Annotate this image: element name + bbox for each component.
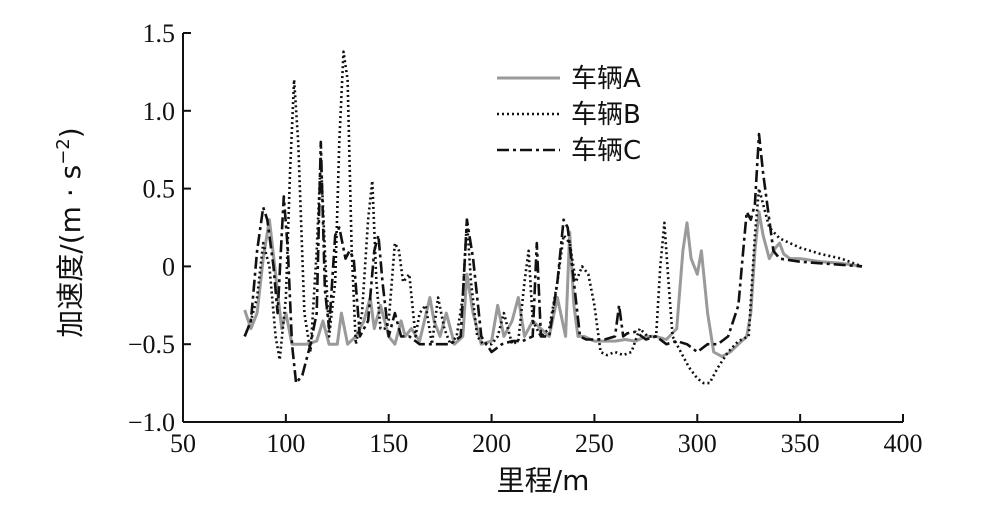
y-tick-label: 0.5 (143, 175, 176, 204)
x-tick-label: 150 (369, 429, 408, 458)
x-tick-label: 100 (266, 429, 305, 458)
legend-label-2: 车辆B (571, 100, 641, 130)
legend-label-1: 车辆A (571, 64, 641, 94)
x-tick-label: 400 (884, 429, 923, 458)
y-axis-title: 加速度/(m · s−2) (53, 127, 87, 337)
plot-area (243, 50, 863, 385)
y-tick-label: 0 (162, 252, 175, 281)
axes (182, 33, 903, 423)
y-tick-label: 1.5 (143, 19, 176, 48)
x-tick-label: 200 (472, 429, 511, 458)
x-tick-label: 350 (781, 429, 820, 458)
y-tick-label: 1.0 (143, 97, 176, 126)
x-tick-label: 300 (678, 429, 717, 458)
tick-group: 50 100 150 200 250 300 350 400 −1.0 −0.5 0 0.5 1.0 1.… (128, 19, 923, 458)
x-tick-label: 250 (575, 429, 614, 458)
x-axis-title: 里程/m (497, 464, 590, 497)
series-line-1 (243, 210, 863, 359)
y-axis-title-superscript: −2 (53, 138, 74, 165)
y-axis-title-close: ) (54, 127, 87, 138)
legend-label-3: 车辆C (571, 136, 641, 166)
x-tick-label: 50 (170, 429, 196, 458)
y-axis-title-main: 加速度/(m · s (54, 165, 87, 338)
y-tick-label: −0.5 (128, 330, 175, 359)
series-line-3 (243, 132, 863, 385)
series-line-2 (243, 50, 863, 385)
y-tick-label: −1.0 (128, 408, 175, 437)
legend: 车辆A 车辆B 车辆C (497, 64, 641, 166)
